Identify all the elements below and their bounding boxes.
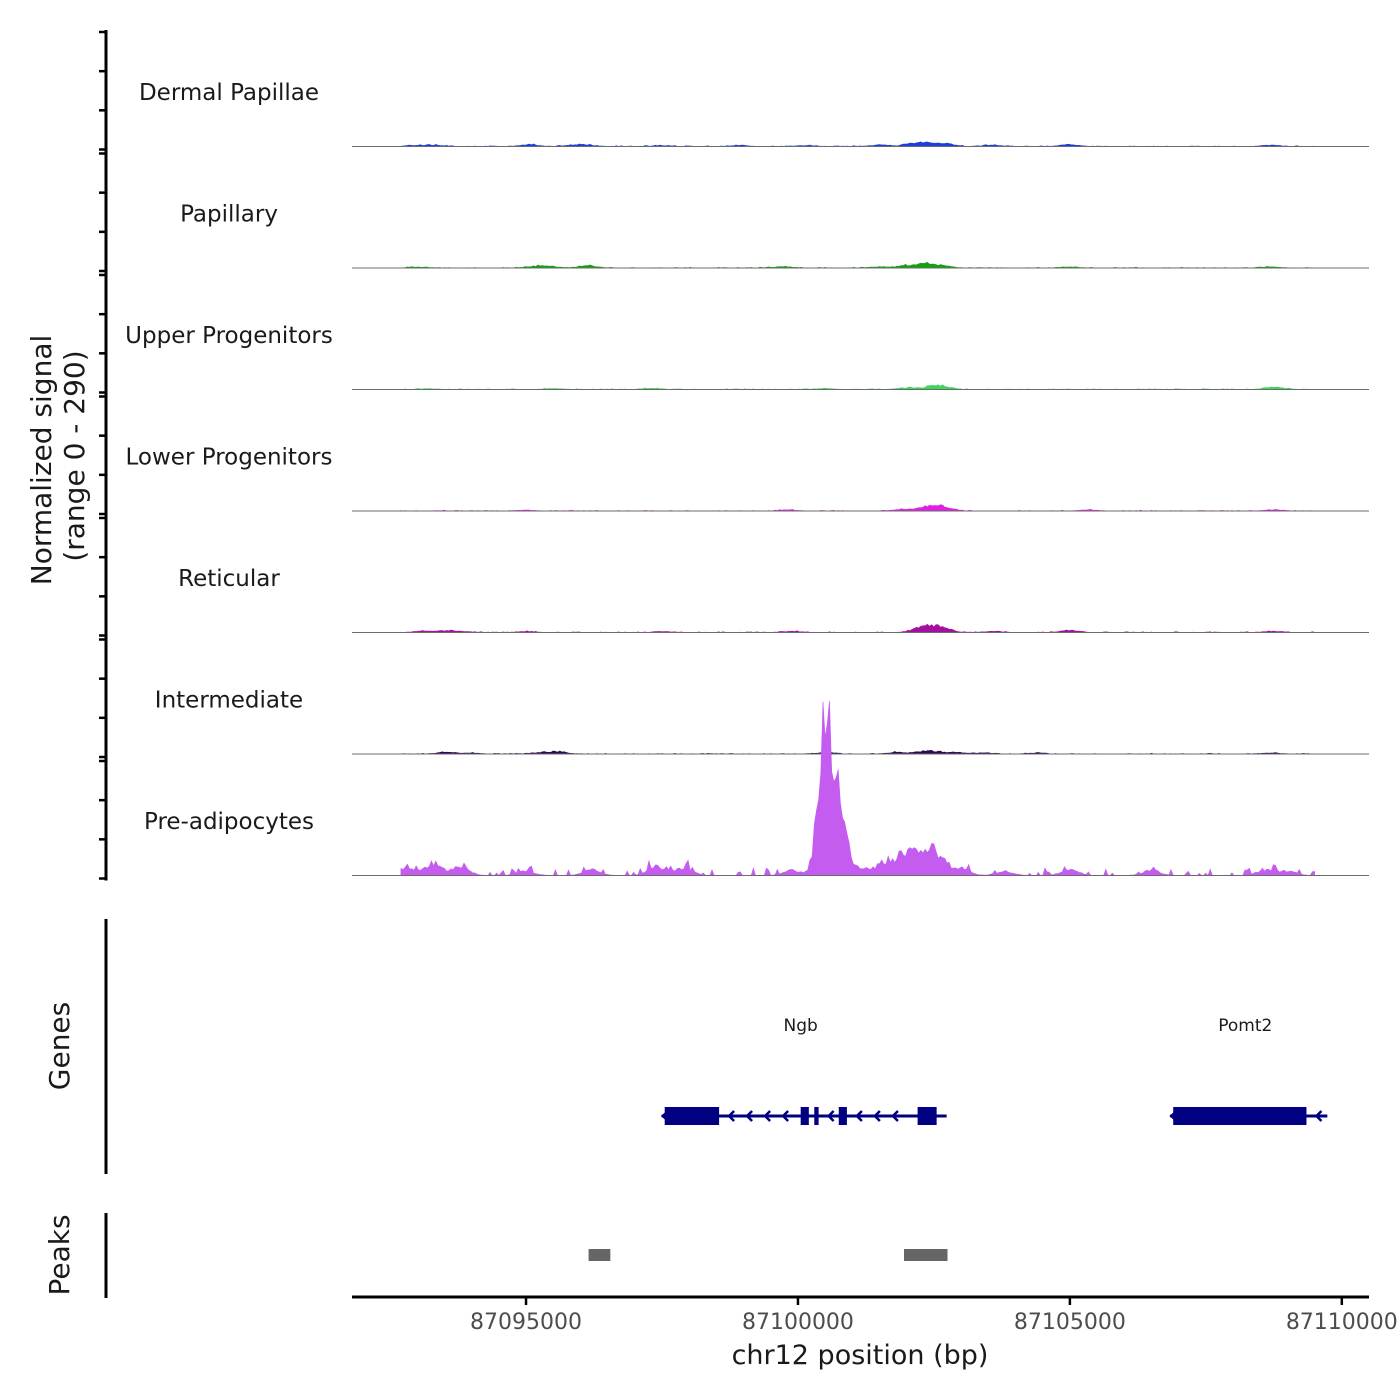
- strand-arrow: [781, 1110, 789, 1122]
- x-axis-title: chr12 position (bp): [732, 1340, 989, 1371]
- gene-exon: [814, 1107, 819, 1125]
- track-label: Upper Progenitors: [125, 323, 333, 349]
- position-x-axis: 87095000 87100000 87105000 87110000: [352, 1295, 1398, 1335]
- track-lower-progenitors: Lower Progenitors: [126, 445, 1369, 512]
- strand-arrow: [873, 1110, 881, 1122]
- peak-track: [104, 1213, 948, 1298]
- track-area: [400, 384, 1315, 390]
- gene-exon: [917, 1107, 937, 1125]
- x-tick-label: 87110000: [1286, 1310, 1398, 1335]
- track-pre-adipocytes: Pre-adipocytes: [144, 700, 1369, 877]
- track-label: Pre-adipocytes: [144, 809, 314, 835]
- peak-region: [588, 1249, 611, 1261]
- signal-y-axis: [99, 30, 108, 881]
- track-area: [400, 749, 1315, 755]
- gene-exon: [664, 1107, 720, 1125]
- strand-arrow: [660, 1109, 671, 1123]
- strand-arrow: [826, 1110, 835, 1122]
- track-area: [400, 141, 1315, 147]
- strand-arrow: [891, 1110, 899, 1122]
- gene-ngb: Ngb: [660, 1016, 947, 1125]
- strand-arrow: [855, 1110, 863, 1122]
- track-label: Intermediate: [155, 688, 303, 714]
- strand-arrow: [1314, 1110, 1323, 1122]
- genes-panel-label: Genes: [43, 1002, 76, 1090]
- strand-arrow: [745, 1110, 753, 1122]
- track-label: Papillary: [180, 202, 278, 228]
- peaks-panel-label: Peaks: [43, 1214, 76, 1295]
- track-label: Dermal Papillae: [139, 80, 319, 106]
- x-tick-label: 87100000: [742, 1310, 854, 1335]
- track-reticular: Reticular: [178, 566, 1369, 633]
- track-area: [400, 700, 1315, 877]
- gene-pomt2: Pomt2: [1169, 1016, 1328, 1125]
- track-area: [400, 623, 1315, 633]
- track-upper-progenitors: Upper Progenitors: [125, 323, 1369, 390]
- track-papillary: Papillary: [180, 202, 1369, 269]
- x-tick-label: 87105000: [1014, 1310, 1126, 1335]
- peak-region: [904, 1249, 948, 1261]
- y-axis-range: (range 0 - 290): [58, 350, 91, 561]
- strand-arrow: [1169, 1109, 1180, 1123]
- track-label: Lower Progenitors: [126, 445, 333, 471]
- gene-exon: [800, 1107, 809, 1125]
- gene-exon: [1173, 1107, 1307, 1125]
- gene-track: Ngb Pomt2: [104, 919, 1328, 1174]
- coverage-tracks: Dermal Papillae Papillary Upper Progenitor…: [125, 80, 1369, 877]
- gene-label: Pomt2: [1218, 1016, 1272, 1036]
- gene-label: Ngb: [784, 1016, 818, 1036]
- strand-arrow: [727, 1110, 735, 1122]
- x-tick-label: 87095000: [470, 1310, 582, 1335]
- strand-arrow: [763, 1110, 771, 1122]
- track-area: [400, 261, 1315, 269]
- track-label: Reticular: [178, 566, 280, 592]
- track-dermal-papillae: Dermal Papillae: [139, 80, 1369, 147]
- y-axis-title: Normalized signal: [25, 335, 58, 586]
- gene-exon: [838, 1107, 847, 1125]
- track-area: [400, 504, 1315, 512]
- track-intermediate: Intermediate: [155, 688, 1369, 755]
